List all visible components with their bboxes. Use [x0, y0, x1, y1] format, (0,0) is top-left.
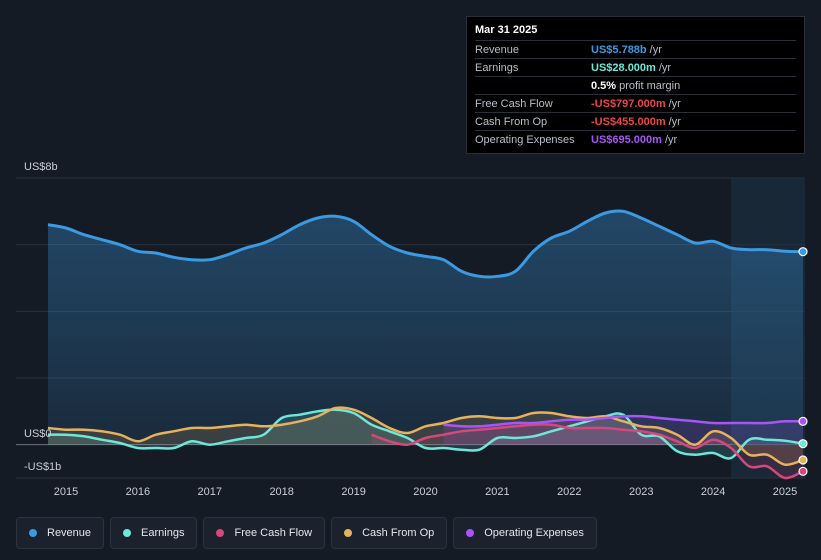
x-tick-label: 2015 [54, 486, 78, 498]
chart-legend: Revenue Earnings Free Cash Flow Cash From O… [16, 517, 597, 549]
x-tick-label: 2018 [269, 486, 293, 498]
tooltip-row-label: Revenue [475, 43, 520, 56]
legend-item-operating-expenses[interactable]: Operating Expenses [453, 517, 597, 549]
tooltip-row-value: US$695.000m [591, 133, 662, 146]
tooltip-row: Free Cash Flow -US$797.000m/yr [475, 95, 796, 113]
tooltip-row: Revenue US$5.788b/yr [475, 41, 796, 59]
free-cash-flow-end-marker [798, 466, 808, 476]
legend-item-cash-from-op[interactable]: Cash From Op [331, 517, 448, 549]
free-cash-flow-line [371, 423, 804, 480]
tooltip-row-label: Cash From Op [475, 115, 548, 128]
legend-label: Free Cash Flow [234, 527, 313, 539]
legend-dot-icon [466, 529, 475, 537]
tooltip-row: Operating Expenses US$695.000m/yr [475, 131, 796, 148]
legend-item-revenue[interactable]: Revenue [16, 517, 105, 549]
tooltip-row-unit: /yr [668, 115, 681, 128]
x-tick-label: 2020 [413, 486, 437, 498]
earnings-area [48, 409, 803, 459]
x-tick-label: 2017 [198, 486, 222, 498]
tooltip-row-unit: /yr [658, 61, 672, 74]
series-end-markers [798, 247, 808, 476]
tooltip-row: 0.5% profit margin [475, 77, 796, 95]
tooltip-row-value: US$28.000m [591, 61, 656, 74]
earnings-end-marker [798, 439, 808, 449]
legend-dot-icon [216, 529, 225, 537]
legend-dot-icon [344, 529, 353, 537]
tooltip-rows: Revenue US$5.788b/yr Earnings US$28.000m/yr… [475, 41, 796, 148]
x-tick-label: 2019 [341, 486, 365, 498]
tooltip-row: Earnings US$28.000m/yr [475, 59, 796, 77]
legend-item-free-cash-flow[interactable]: Free Cash Flow [203, 517, 326, 549]
tooltip-row-unit: profit margin [619, 79, 681, 92]
tooltip-row-label: Free Cash Flow [475, 97, 553, 110]
tooltip-row-unit: /yr [664, 133, 678, 146]
revenue-area [48, 210, 803, 445]
revenue-end-marker [798, 247, 808, 257]
tooltip-row-value: US$5.788b [591, 43, 647, 56]
cash-from-op-area [48, 407, 803, 465]
legend-dot-icon [123, 529, 132, 537]
earnings-line [47, 408, 804, 460]
data-tooltip: Mar 31 2025 Revenue US$5.788b/yr Earnings U… [466, 16, 805, 154]
x-axis-ticks: 2015 2016 2017 2018 2019 2020 2021 2022 2023 2024… [54, 486, 798, 498]
legend-label: Operating Expenses [484, 527, 584, 539]
tooltip-row: Cash From Op -US$455.000m/yr [475, 113, 796, 131]
y-axis-bottom-label: -US$1b [24, 461, 61, 473]
x-tick-label: 2021 [485, 486, 509, 498]
chart-area: 2015 2016 2017 2018 2019 2020 2021 2022 2023 2024… [16, 161, 808, 498]
tooltip-row-value: -US$797.000m [591, 97, 666, 110]
legend-label: Cash From Op [362, 527, 435, 539]
cash-from-op-end-marker [798, 455, 808, 465]
tooltip-row-label: Operating Expenses [475, 133, 575, 146]
free-cash-flow-area [371, 424, 803, 479]
revenue-line [47, 209, 804, 279]
series-lines [47, 209, 804, 480]
x-tick-label: 2023 [629, 486, 653, 498]
x-tick-label: 2016 [126, 486, 150, 498]
y-axis-top-label: US$8b [24, 161, 58, 173]
operating-expenses-end-marker [798, 416, 808, 426]
legend-label: Revenue [47, 527, 92, 539]
tooltip-row-value: -US$455.000m [591, 115, 666, 128]
x-tick-label: 2022 [557, 486, 581, 498]
operating-expenses-line [443, 414, 804, 428]
cash-from-op-line [47, 406, 804, 467]
legend-label: Earnings [141, 527, 185, 539]
tooltip-row-label: Earnings [475, 61, 519, 74]
tooltip-row-unit: /yr [649, 43, 662, 56]
x-tick-label: 2025 [773, 486, 797, 498]
tooltip-row-value: 0.5% [591, 79, 617, 92]
x-tick-label: 2024 [701, 486, 725, 498]
tooltip-row-unit: /yr [668, 97, 681, 110]
tooltip-date: Mar 31 2025 [475, 24, 796, 41]
legend-item-earnings[interactable]: Earnings [110, 517, 198, 549]
legend-dot-icon [29, 529, 37, 537]
y-axis-zero-label: US$0 [24, 428, 52, 440]
